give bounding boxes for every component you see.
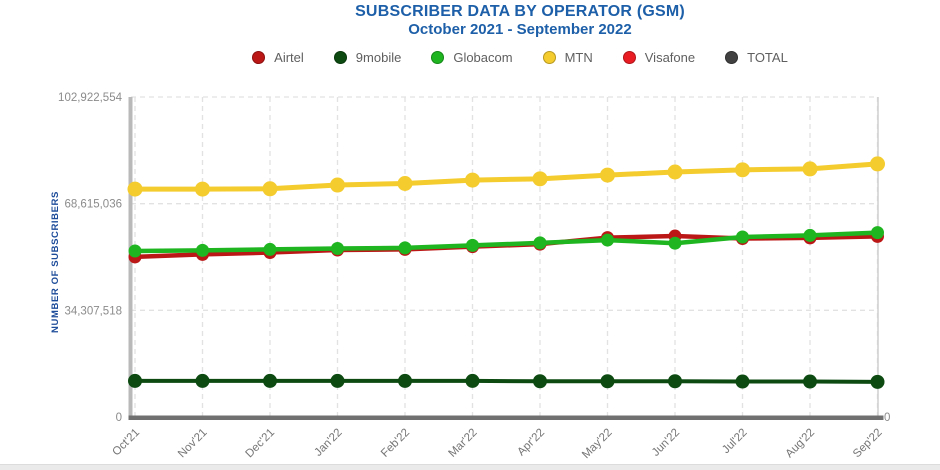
- data-point-mtn[interactable]: [127, 181, 143, 197]
- legend-item-globacom[interactable]: Globacom: [431, 50, 513, 65]
- data-point-globacom[interactable]: [128, 244, 142, 258]
- chart-title: SUBSCRIBER DATA BY OPERATOR (GSM): [355, 3, 685, 20]
- data-point-9mobile[interactable]: [870, 374, 885, 389]
- legend-label: Airtel: [274, 50, 304, 65]
- data-point-mtn[interactable]: [600, 167, 615, 183]
- series-line-mtn: [132, 161, 880, 192]
- legend-label: Globacom: [453, 50, 513, 65]
- legend-item-mtn[interactable]: MTN: [542, 50, 593, 65]
- data-point-9mobile[interactable]: [128, 373, 142, 388]
- data-point-mtn[interactable]: [802, 161, 818, 177]
- data-point-9mobile[interactable]: [263, 373, 277, 388]
- data-point-globacom[interactable]: [871, 226, 884, 240]
- chart-subtitle: October 2021 - September 2022: [408, 21, 632, 38]
- data-point-mtn[interactable]: [870, 156, 885, 172]
- y-tick-label: 34,307,518: [64, 305, 122, 317]
- data-point-9mobile[interactable]: [735, 374, 750, 389]
- series-line-airtel: [132, 233, 880, 260]
- x-tick-label: Jul'22: [720, 427, 749, 456]
- legend-label: TOTAL: [747, 50, 788, 65]
- y-axis-title: NUMBER OF SUBSCRIBERS: [50, 191, 61, 333]
- data-point-globacom[interactable]: [533, 236, 547, 250]
- data-point-mtn[interactable]: [667, 164, 683, 180]
- x-axis-line: [128, 415, 884, 420]
- y-tick-label: 102,922,554: [58, 92, 123, 104]
- x-tick-label: Sep'22: [851, 427, 885, 461]
- series-line-9mobile: [133, 378, 880, 384]
- data-point-9mobile[interactable]: [600, 374, 615, 389]
- data-point-9mobile[interactable]: [330, 373, 345, 388]
- legend-label: MTN: [564, 50, 593, 65]
- x-tick-label: Dec'21: [244, 427, 278, 461]
- data-point-mtn[interactable]: [397, 176, 413, 192]
- y-tick-label: 0: [116, 412, 122, 424]
- legend-dot-mtn: [542, 51, 556, 64]
- data-point-globacom[interactable]: [736, 230, 749, 244]
- x-tick-label: Apr'22: [515, 427, 547, 459]
- legend-dot-globacom: [431, 51, 445, 64]
- data-point-9mobile[interactable]: [398, 373, 412, 388]
- legend-item-total[interactable]: TOTAL: [725, 50, 788, 65]
- page-bottom-strip: [0, 464, 940, 470]
- data-point-globacom[interactable]: [398, 241, 412, 255]
- legend-label: 9mobile: [355, 50, 402, 65]
- legend-item-9mobile[interactable]: 9mobile: [333, 50, 402, 65]
- data-point-mtn[interactable]: [465, 172, 480, 188]
- legend-label: Visafone: [644, 50, 696, 65]
- data-point-globacom[interactable]: [466, 238, 479, 252]
- x-tick-label: Mar'22: [447, 427, 480, 460]
- y-tick-label: 68,615,036: [64, 199, 122, 211]
- legend-dot-9mobile: [333, 51, 347, 64]
- legend-dot-total: [725, 51, 739, 64]
- data-point-globacom[interactable]: [668, 236, 682, 250]
- data-point-globacom[interactable]: [601, 233, 614, 247]
- data-point-globacom[interactable]: [196, 243, 209, 257]
- chart-header: SUBSCRIBER DATA BY OPERATOR (GSM) Octobe…: [100, 2, 940, 39]
- x-tick-label: Jun'22: [650, 427, 682, 459]
- x-tick-label: Nov'21: [176, 427, 210, 461]
- legend-dot-airtel: [252, 51, 266, 64]
- data-point-globacom[interactable]: [263, 242, 277, 256]
- legend-item-airtel[interactable]: Airtel: [252, 50, 304, 65]
- data-point-mtn[interactable]: [262, 181, 278, 197]
- x-tick-label: Jan'22: [312, 427, 344, 459]
- series-line-globacom: [132, 230, 880, 254]
- data-point-9mobile[interactable]: [195, 373, 210, 388]
- data-point-globacom[interactable]: [803, 228, 817, 242]
- x-tick-label: Aug'22: [784, 427, 818, 461]
- data-point-9mobile[interactable]: [803, 374, 817, 389]
- right-axis-zero-label: 0: [884, 412, 890, 424]
- data-point-9mobile[interactable]: [465, 373, 480, 388]
- legend-item-visafone[interactable]: Visafone: [622, 50, 696, 65]
- data-point-globacom[interactable]: [331, 241, 344, 255]
- data-point-9mobile[interactable]: [668, 374, 682, 389]
- x-tick-label: Feb'22: [379, 427, 412, 460]
- data-point-mtn[interactable]: [735, 162, 750, 178]
- data-point-mtn[interactable]: [195, 181, 210, 197]
- legend: Airtel 9mobile Globacom MTN Visafone TOTAL: [100, 50, 940, 65]
- x-tick-label: May'22: [580, 427, 614, 461]
- data-point-mtn[interactable]: [330, 177, 345, 193]
- data-point-mtn[interactable]: [532, 171, 548, 187]
- legend-dot-visafone: [622, 51, 636, 64]
- x-tick-label: Oct'21: [110, 427, 142, 459]
- data-point-9mobile[interactable]: [533, 374, 547, 389]
